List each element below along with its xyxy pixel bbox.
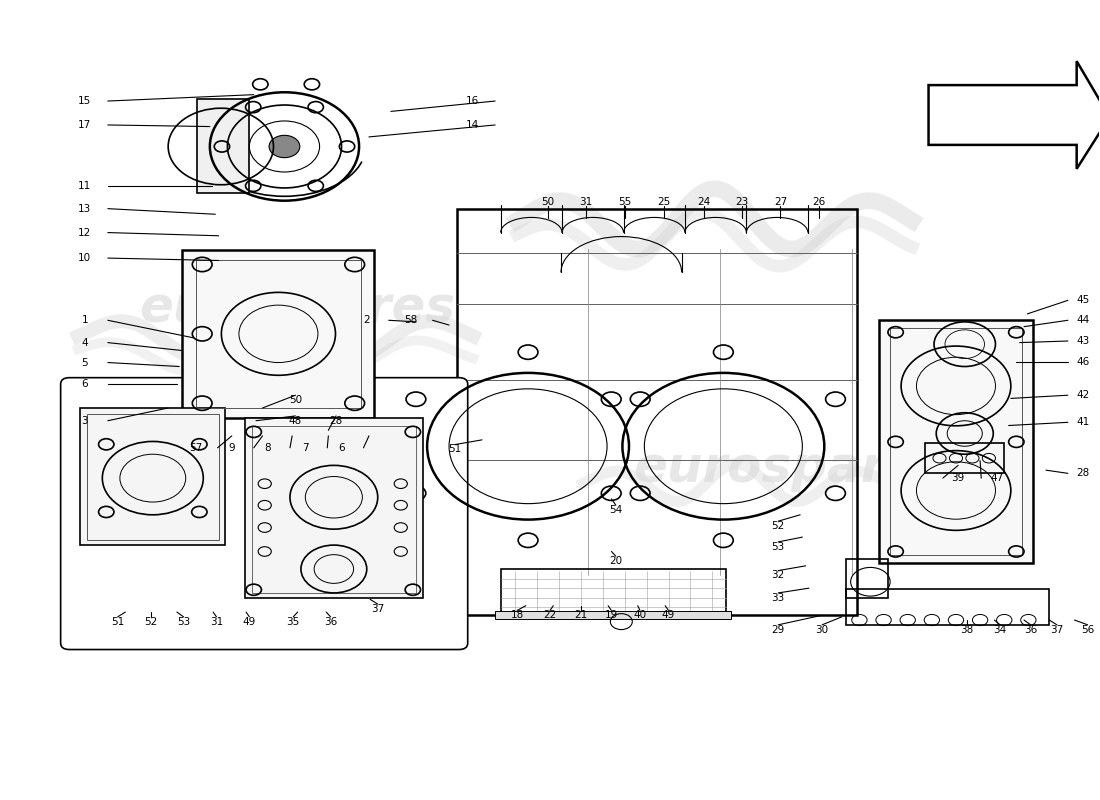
Text: 28: 28 xyxy=(329,416,343,426)
Text: 46: 46 xyxy=(1077,357,1090,366)
Text: 31: 31 xyxy=(210,617,223,626)
Bar xyxy=(890,328,1022,555)
Text: 52: 52 xyxy=(771,521,784,531)
Text: 22: 22 xyxy=(543,610,557,620)
Text: 33: 33 xyxy=(771,593,784,602)
Text: 14: 14 xyxy=(465,120,478,130)
Bar xyxy=(879,320,1033,563)
Text: 55: 55 xyxy=(618,198,631,207)
Text: 2: 2 xyxy=(363,315,370,326)
Bar xyxy=(245,418,422,598)
Text: 53: 53 xyxy=(177,617,190,626)
Text: 36: 36 xyxy=(1024,625,1037,634)
Text: 29: 29 xyxy=(771,625,784,634)
Text: 34: 34 xyxy=(993,625,1007,634)
Text: 6: 6 xyxy=(81,379,88,389)
Text: 40: 40 xyxy=(634,610,647,620)
Text: 24: 24 xyxy=(697,198,711,207)
Text: 36: 36 xyxy=(323,617,338,626)
Text: 41: 41 xyxy=(1077,418,1090,427)
Text: 45: 45 xyxy=(1077,295,1090,306)
Text: 10: 10 xyxy=(78,253,91,263)
Text: 3: 3 xyxy=(81,416,88,426)
Bar xyxy=(500,569,726,615)
Text: 51: 51 xyxy=(111,617,124,626)
Text: 21: 21 xyxy=(574,610,587,620)
Text: 43: 43 xyxy=(1077,336,1090,346)
Text: 1: 1 xyxy=(81,315,88,326)
Text: 12: 12 xyxy=(78,227,91,238)
Text: 50: 50 xyxy=(541,198,554,207)
Text: 20: 20 xyxy=(609,556,623,566)
Bar xyxy=(495,611,732,619)
Text: 48: 48 xyxy=(289,416,302,426)
Text: 56: 56 xyxy=(1081,625,1094,634)
Text: 23: 23 xyxy=(736,198,749,207)
Text: 44: 44 xyxy=(1077,315,1090,326)
Text: eurospares: eurospares xyxy=(140,284,455,332)
Text: eurospares: eurospares xyxy=(634,444,949,492)
Text: 49: 49 xyxy=(662,610,675,620)
Bar xyxy=(196,260,361,408)
Text: 6: 6 xyxy=(338,443,344,453)
Bar xyxy=(183,250,374,418)
Text: 54: 54 xyxy=(609,505,623,515)
Text: 58: 58 xyxy=(404,315,417,326)
Text: 16: 16 xyxy=(465,96,478,106)
Text: 25: 25 xyxy=(658,198,671,207)
Bar xyxy=(846,589,1049,625)
Text: 11: 11 xyxy=(78,182,91,191)
Text: 57: 57 xyxy=(189,443,202,453)
Circle shape xyxy=(270,135,300,158)
Text: 27: 27 xyxy=(773,198,786,207)
Text: 38: 38 xyxy=(960,625,974,634)
Bar xyxy=(925,443,1004,474)
Text: 50: 50 xyxy=(289,395,302,405)
Bar xyxy=(87,414,219,540)
Text: 39: 39 xyxy=(952,473,965,483)
Text: 9: 9 xyxy=(229,443,235,453)
Text: 31: 31 xyxy=(580,198,593,207)
Polygon shape xyxy=(928,61,1100,169)
Text: 52: 52 xyxy=(144,617,157,626)
Bar xyxy=(197,98,250,193)
Text: 35: 35 xyxy=(287,617,300,626)
Text: 37: 37 xyxy=(371,604,384,614)
FancyBboxPatch shape xyxy=(60,378,468,650)
Text: 37: 37 xyxy=(1050,625,1064,634)
Text: 13: 13 xyxy=(78,204,91,214)
Text: 17: 17 xyxy=(78,120,91,130)
Text: 30: 30 xyxy=(815,625,828,634)
Text: 15: 15 xyxy=(78,96,91,106)
Text: 49: 49 xyxy=(243,617,256,626)
Bar xyxy=(80,408,226,545)
Text: 18: 18 xyxy=(510,610,524,620)
Text: 7: 7 xyxy=(302,443,309,453)
Text: 28: 28 xyxy=(1077,468,1090,478)
Text: 19: 19 xyxy=(605,610,618,620)
Text: 47: 47 xyxy=(990,473,1003,483)
Text: 32: 32 xyxy=(771,570,784,580)
Text: 5: 5 xyxy=(81,358,88,367)
Text: 26: 26 xyxy=(812,198,825,207)
Text: 4: 4 xyxy=(81,338,88,347)
Text: 8: 8 xyxy=(265,443,272,453)
Bar xyxy=(252,426,416,593)
Bar xyxy=(846,559,888,598)
Text: 51: 51 xyxy=(448,445,461,454)
Bar xyxy=(456,209,857,615)
Text: 42: 42 xyxy=(1077,390,1090,400)
Text: 53: 53 xyxy=(771,542,784,552)
